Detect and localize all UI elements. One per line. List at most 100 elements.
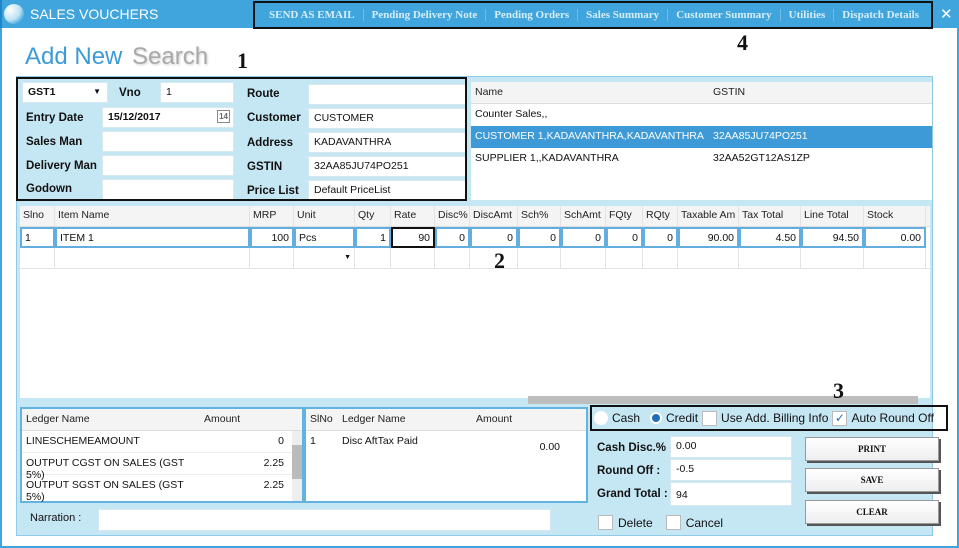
menu-utilities[interactable]: Utilities [781, 9, 835, 21]
customer-field[interactable]: CUSTOMER [308, 108, 466, 129]
item-cell[interactable]: 0 [561, 227, 606, 248]
column-header[interactable]: Rate [391, 206, 435, 226]
empty-cell[interactable] [561, 248, 606, 268]
empty-cell[interactable] [643, 248, 678, 268]
item-cell[interactable]: 90.00 [678, 227, 739, 248]
menu-pending-orders[interactable]: Pending Orders [486, 9, 579, 21]
menu-pending-delivery-note[interactable]: Pending Delivery Note [364, 9, 487, 21]
vno-field[interactable]: 1 [160, 82, 234, 103]
series-select[interactable]: GST1 ▼ [22, 82, 108, 103]
column-header[interactable]: RQty [643, 206, 678, 226]
item-cell[interactable]: 90 [391, 227, 435, 248]
cancel-label[interactable]: Cancel [685, 515, 724, 530]
column-header-slno[interactable]: SlNo [310, 413, 333, 425]
entry-date-field[interactable]: 15/12/2017 14 [102, 107, 234, 128]
column-header[interactable]: Taxable Am [678, 206, 739, 226]
empty-cell[interactable] [739, 248, 801, 268]
customer-row[interactable]: Counter Sales,, [471, 104, 932, 126]
delete-label[interactable]: Delete [618, 515, 653, 530]
column-header[interactable]: Sch% [518, 206, 561, 226]
cash-radio[interactable] [594, 411, 608, 425]
column-header[interactable]: Unit [294, 206, 355, 226]
empty-cell[interactable] [864, 248, 926, 268]
tab-add-new[interactable]: Add New [25, 43, 123, 70]
ledger-row[interactable]: OUTPUT SGST ON SALES (GST 5%) 2.25 [22, 475, 302, 503]
column-header[interactable]: FQty [606, 206, 643, 226]
address-field[interactable]: KADAVANTHRA [308, 132, 466, 153]
empty-cell[interactable] [20, 248, 55, 268]
column-header[interactable]: MRP [250, 206, 294, 226]
column-header[interactable]: DiscAmt [470, 206, 518, 226]
narration-field[interactable] [98, 509, 551, 531]
empty-cell[interactable] [435, 248, 470, 268]
item-cell[interactable]: ITEM 1 [55, 227, 250, 248]
item-cell[interactable]: 0.00 [864, 227, 926, 248]
cancel-checkbox[interactable] [665, 515, 681, 530]
horizontal-scrollbar[interactable] [528, 396, 918, 404]
tab-search[interactable]: Search [132, 43, 209, 70]
item-cell[interactable]: 1 [355, 227, 391, 248]
column-header[interactable]: Item Name [55, 206, 250, 226]
empty-cell[interactable] [55, 248, 250, 268]
ledger-row[interactable]: OUTPUT CGST ON SALES (GST 5%) 2.25 [22, 453, 302, 481]
column-header[interactable]: Tax Total [739, 206, 801, 226]
item-row-empty[interactable]: ▼ [20, 248, 930, 269]
ledger2-row[interactable]: 1 Disc AftTax Paid 0.00 [306, 431, 586, 453]
cash-label[interactable]: Cash [612, 411, 641, 425]
item-cell[interactable]: 0 [470, 227, 518, 248]
item-cell[interactable]: 94.50 [801, 227, 864, 248]
delivery-man-field[interactable] [102, 155, 234, 176]
credit-radio[interactable] [650, 412, 663, 424]
cash-disc-field[interactable]: 0.00 [670, 436, 792, 458]
column-header-amount[interactable]: Amount [204, 413, 241, 425]
round-off-field[interactable]: -0.5 [670, 459, 792, 481]
column-header[interactable]: SchAmt [561, 206, 606, 226]
grand-total-field[interactable]: 94 [670, 482, 792, 506]
auto-round-label[interactable]: Auto Round Off [851, 411, 934, 425]
menu-customer-summary[interactable]: Customer Summary [668, 9, 781, 21]
item-cell[interactable]: 0 [606, 227, 643, 248]
item-cell[interactable]: 0 [435, 227, 470, 248]
customer-row[interactable]: SUPPLIER 1,,KADAVANTHRA 32AA52GT12AS1ZP [471, 148, 932, 170]
empty-cell[interactable] [250, 248, 294, 268]
vertical-scrollbar[interactable] [292, 431, 302, 501]
column-header-gstin[interactable]: GSTIN [713, 86, 746, 98]
item-cell[interactable]: 0 [518, 227, 561, 248]
empty-cell[interactable] [470, 248, 518, 268]
close-icon[interactable]: ✕ [940, 6, 953, 23]
menu-sales-summary[interactable]: Sales Summary [578, 9, 669, 21]
calendar-icon[interactable]: 14 [217, 110, 230, 123]
empty-cell[interactable] [518, 248, 561, 268]
column-header-ledger-name[interactable]: Ledger Name [342, 413, 406, 425]
item-cell[interactable]: 0 [643, 227, 678, 248]
item-cell[interactable]: 4.50 [739, 227, 801, 248]
delete-checkbox[interactable] [598, 515, 613, 530]
empty-cell[interactable] [801, 248, 864, 268]
sales-man-field[interactable] [102, 131, 234, 152]
gstin-field[interactable]: 32AA85JU74PO251 [308, 156, 466, 177]
auto-round-checkbox[interactable]: ✓ [832, 410, 848, 426]
clear-button[interactable]: CLEAR [805, 500, 939, 524]
empty-cell[interactable] [606, 248, 643, 268]
column-header-ledger-name[interactable]: Ledger Name [26, 413, 90, 425]
column-header[interactable]: Disc% [435, 206, 470, 226]
column-header-amount[interactable]: Amount [476, 413, 513, 425]
menu-dispatch-details[interactable]: Dispatch Details [842, 9, 919, 21]
item-cell[interactable]: Pcs▼ [294, 227, 355, 248]
credit-label[interactable]: Credit [666, 411, 699, 425]
ledger-row[interactable]: LINESCHEMEAMOUNT 0 [22, 431, 302, 453]
item-cell[interactable]: 100 [250, 227, 294, 248]
item-cell[interactable]: 1 [20, 227, 55, 248]
column-header[interactable]: Stock [864, 206, 926, 226]
add-billing-checkbox[interactable] [702, 410, 718, 426]
column-header[interactable]: Slno [20, 206, 55, 226]
column-header[interactable]: Line Total [801, 206, 864, 226]
empty-cell[interactable] [678, 248, 739, 268]
save-button[interactable]: SAVE [805, 468, 939, 492]
empty-cell[interactable] [391, 248, 435, 268]
unit-dropdown[interactable]: ▼ [294, 248, 355, 268]
print-button[interactable]: PRINT [805, 437, 939, 461]
column-header-name[interactable]: Name [475, 86, 504, 98]
customer-row-selected[interactable]: CUSTOMER 1,KADAVANTHRA,KADAVANTHRA 32AA85… [471, 126, 932, 148]
